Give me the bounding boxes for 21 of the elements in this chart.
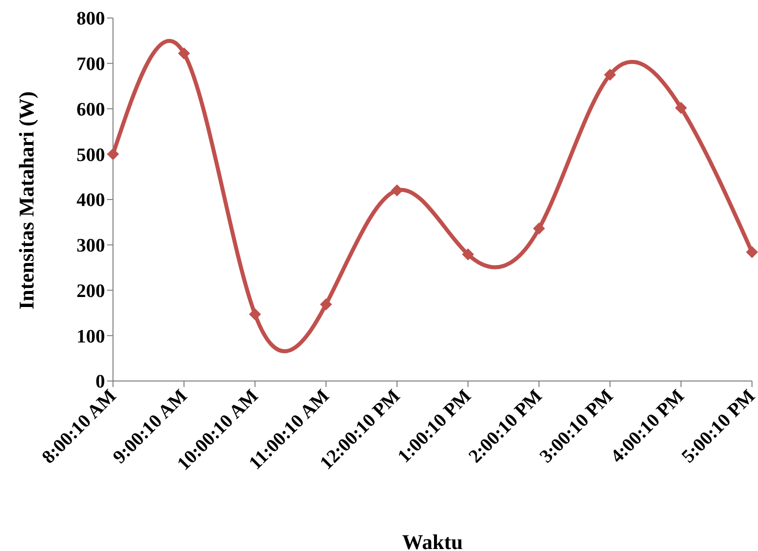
point: [462, 248, 474, 260]
point: [249, 308, 261, 320]
y-tick-label: 700: [76, 54, 105, 76]
point: [391, 184, 403, 196]
y-tick-label: 200: [76, 280, 105, 302]
point: [107, 148, 119, 160]
y-tick-label: 400: [76, 190, 105, 212]
point: [533, 222, 545, 235]
point: [320, 298, 332, 310]
y-tick-label: 300: [76, 236, 105, 257]
point: [746, 246, 758, 258]
y-tick-label: 100: [76, 326, 105, 348]
x-axis-title: Waktu: [402, 530, 464, 551]
y-axis-title: Intensitas Matahari (W): [14, 91, 38, 310]
y-tick-label: 500: [76, 144, 105, 166]
point: [604, 68, 616, 81]
point: [675, 102, 687, 114]
y-tick-label: 0: [96, 372, 105, 393]
y-tick-label: 800: [76, 8, 105, 30]
y-tick-label: 600: [76, 99, 105, 120]
point: [178, 47, 190, 60]
